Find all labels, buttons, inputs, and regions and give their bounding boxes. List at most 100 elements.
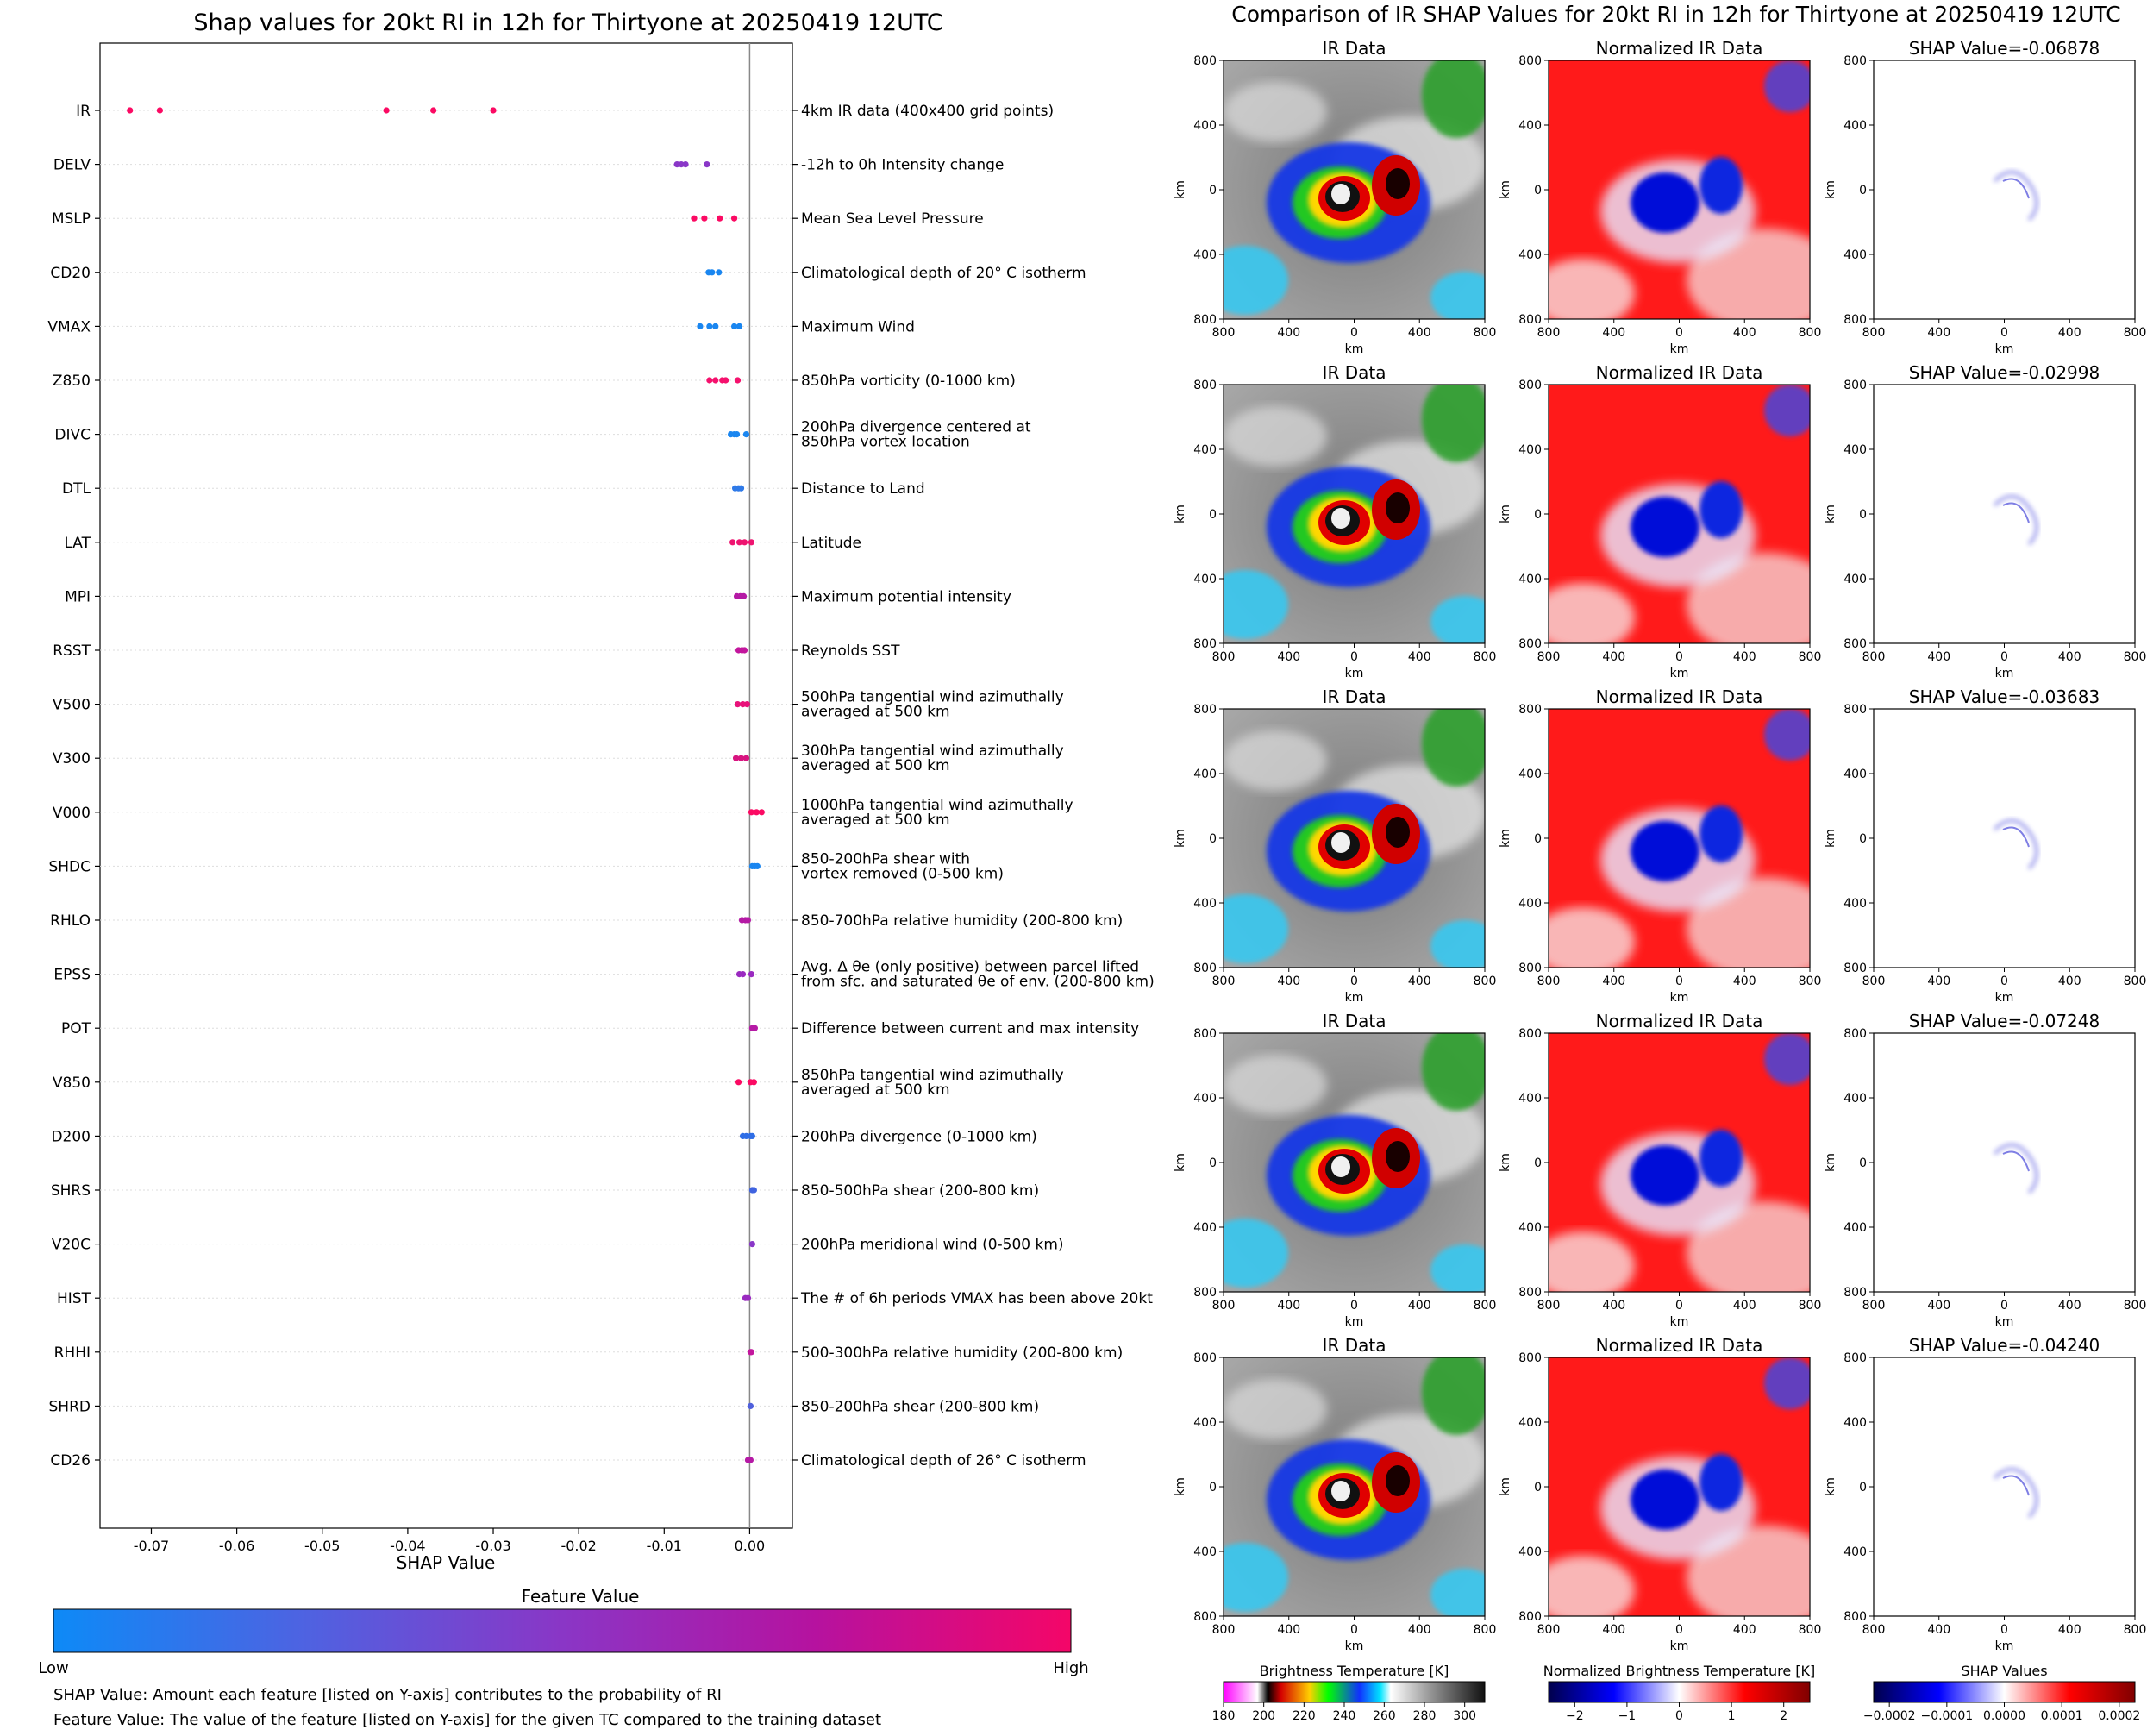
norm-cold-core [1631,497,1699,557]
y-axis-label: km [1824,1477,1837,1496]
x-tick-label: 800 [1212,650,1236,664]
shap-point [737,485,745,492]
shap-point [701,215,708,222]
y-tick-label: 800 [1843,54,1867,68]
feature-description: 850hPa tangential wind azimuthally [801,1067,1064,1084]
y-tick-label: 400 [1518,1092,1542,1106]
norm-panel-title: Normalized IR Data [1596,362,1763,383]
colorbar-tick-label: 2 [1780,1709,1787,1723]
feature-description: 200hPa divergence (0-1000 km) [801,1128,1037,1145]
x-tick-label: 800 [1862,975,1886,988]
shap-background [1874,1357,2135,1616]
y-tick-label: 800 [1193,1027,1217,1041]
ir-panel-grid: IR Data80080040040000400400800800kmkmNor… [1174,38,2146,1653]
panel-image [1549,60,1810,319]
ir-panel-title: IR Data [1323,1011,1386,1031]
image-colorbar: Brightness Temperature [K] 180 200 220 240 26… [1212,1663,1486,1723]
feature-colorbar-high: High [1053,1659,1088,1677]
norm-cold-cell [1699,1454,1743,1511]
x-tick-label: 400 [1277,326,1300,340]
y-tick-label: 400 [1193,573,1217,586]
x-tick-label: 800 [1537,1299,1561,1313]
shap-point [748,1132,756,1139]
x-tick-label: 400 [1277,650,1300,664]
shap-point [748,809,755,816]
shap-point [730,215,738,222]
norm-patch [1549,1556,1635,1616]
panel-image [1549,709,1810,968]
y-tick-label: 400 [1843,1545,1867,1559]
x-tick-label: -0.03 [475,1538,510,1554]
x-tick-label: 400 [1408,975,1431,988]
panel-image [1224,60,1485,319]
shap-pattern [1993,818,2038,870]
y-axis-label: km [1499,505,1512,523]
panel-image [1874,60,2135,319]
y-tick-label: 800 [1843,962,1867,975]
shap-point [709,269,716,276]
feature-description: 850hPa vorticity (0-1000 km) [801,373,1016,390]
x-tick-label: 400 [2058,975,2081,988]
y-tick-label: 400 [1843,119,1867,133]
y-tick-label: 400 [1518,119,1542,133]
colorbar-title: Normalized Brightness Temperature [K] [1543,1663,1816,1679]
x-tick-label: 400 [1927,975,1950,988]
shap-pattern [2002,502,2030,523]
feature-label: DIVC [54,427,91,444]
cloud-patch [1224,1379,1327,1439]
shap-point [490,107,497,114]
y-tick-label: 0 [1209,184,1217,197]
y-tick-label: 800 [1518,637,1542,651]
x-axis-label: km [1670,991,1689,1005]
convection-patch [1224,894,1288,963]
x-tick-label: 400 [2058,1299,2081,1313]
y-tick-label: 0 [1209,832,1217,846]
y-axis-label: km [1499,180,1512,199]
cloud-patch [1224,1055,1327,1115]
y-tick-label: 400 [1843,248,1867,262]
feature-description: Maximum potential intensity [801,588,1011,605]
note-shap: SHAP Value: Amount each feature [listed … [53,1686,722,1704]
norm-patch [1549,1231,1635,1292]
colorbar-bar [1548,1681,1811,1703]
panel-image [1874,1033,2135,1292]
panel-image [1549,1357,1810,1616]
y-tick-label: 800 [1193,54,1217,68]
feature-description: 850-700hPa relative humidity (200-800 km… [801,912,1123,930]
y-tick-label: 400 [1193,443,1217,457]
normalized-ir-panel: Normalized IR Data8008004004000040040080… [1499,1011,1821,1329]
x-tick-label: 400 [1733,1623,1756,1637]
x-tick-label: 800 [1474,1623,1497,1637]
y-tick-label: 400 [1193,1416,1217,1430]
y-tick-label: 800 [1193,1610,1217,1624]
y-tick-label: 0 [1859,184,1867,197]
shap-background [1874,60,2135,319]
x-tick-label: 800 [1862,1299,1886,1313]
feature-label: IR [76,103,91,120]
norm-cold-patch [1764,1033,1810,1085]
shap-point [735,1079,742,1086]
cloud-patch [1224,82,1327,142]
convection-patch [1430,596,1485,643]
panel-image [1874,1357,2135,1616]
shap-point [678,161,685,168]
x-tick-label: 0 [2000,1623,2008,1637]
shap-point [741,539,748,546]
x-axis-label: km [1670,1315,1689,1329]
x-tick-label: 800 [1212,975,1236,988]
shap-point [723,377,729,384]
norm-cold-cell [1699,157,1743,214]
x-tick-label: 0 [1350,975,1358,988]
x-tick-label: 400 [2058,326,2081,340]
shap-value-panel: SHAP Value=-0.06878800800400400004004008… [1824,38,2146,356]
shap-point [691,215,698,222]
y-tick-label: 800 [1518,313,1542,327]
panel-image [1874,709,2135,968]
storm-cell-core [1386,168,1410,199]
y-tick-label: 800 [1843,1286,1867,1300]
y-tick-label: 400 [1518,248,1542,262]
colorbar-tick-label: −1 [1618,1709,1637,1723]
